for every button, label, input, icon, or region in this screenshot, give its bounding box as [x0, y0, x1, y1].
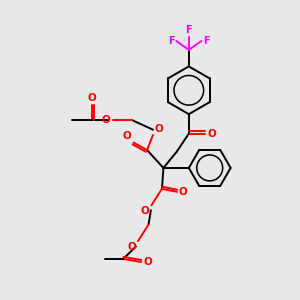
- Text: O: O: [179, 187, 188, 197]
- Text: F: F: [203, 36, 209, 46]
- Text: F: F: [185, 25, 192, 35]
- Text: O: O: [87, 93, 96, 103]
- Text: O: O: [143, 257, 152, 267]
- Text: O: O: [123, 131, 131, 141]
- Text: O: O: [128, 242, 136, 252]
- Text: O: O: [155, 124, 164, 134]
- Text: O: O: [102, 115, 111, 125]
- Text: O: O: [207, 129, 216, 139]
- Text: F: F: [168, 36, 175, 46]
- Text: O: O: [141, 206, 149, 216]
